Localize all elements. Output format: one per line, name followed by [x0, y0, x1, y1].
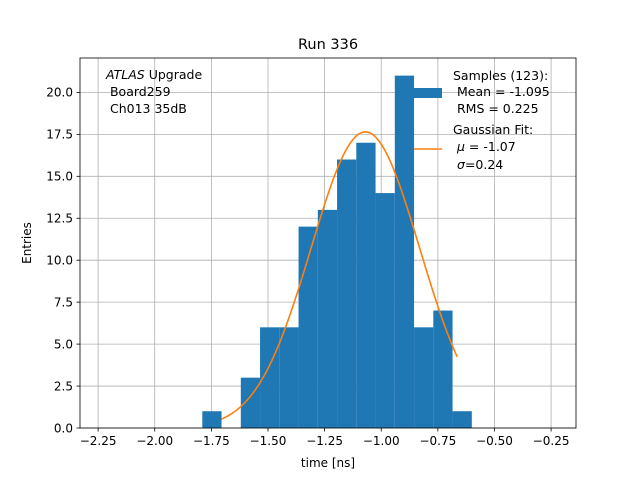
x-tick-label-8: −0.25: [533, 434, 570, 448]
legend-sigma-value: =0.24: [465, 157, 503, 172]
x-tick-label-5: −1.00: [363, 434, 400, 448]
legend-mu-symbol: μ: [456, 139, 465, 154]
histogram-bar-5: [298, 226, 318, 428]
y-tick-label-2: 5.0: [54, 337, 73, 351]
y-axis-ticks: 0.0 2.5 5.0 7.5 10.0 12.5 15.0 17.5 20.0: [46, 86, 80, 435]
y-tick-label-0: 0.0: [54, 421, 73, 435]
annotation-line-2: Board259: [106, 84, 171, 99]
x-tick-label-0: −2.25: [80, 434, 117, 448]
x-tick-label-6: −0.75: [419, 434, 456, 448]
annotation-box: ATLAS Upgrade Board259 Ch013 35dB: [105, 67, 202, 116]
legend-fit-title: Gaussian Fit:: [453, 122, 533, 137]
x-axis-label: time [ns]: [301, 456, 355, 470]
annotation-line-3: Ch013 35dB: [106, 101, 187, 116]
annotation-upgrade: Upgrade: [145, 67, 203, 82]
fit-curve: [221, 131, 458, 420]
x-tick-label-4: −1.25: [306, 434, 343, 448]
legend-sigma-symbol: σ: [457, 157, 466, 172]
x-tick-label-1: −2.00: [136, 434, 173, 448]
y-tick-label-5: 12.5: [46, 212, 73, 226]
y-tick-label-7: 17.5: [46, 128, 73, 142]
gaussian-fit: [221, 131, 458, 420]
y-tick-label-4: 10.0: [46, 253, 73, 267]
histogram-bar-12: [433, 310, 453, 428]
annotation-line-1: ATLAS Upgrade: [105, 67, 202, 82]
plot-frame: [79, 57, 577, 429]
y-tick-label-6: 15.0: [46, 170, 73, 184]
histogram-bar-9: [375, 193, 395, 428]
histogram-bar-4: [279, 327, 299, 428]
histogram-bar-7: [337, 159, 357, 428]
x-tick-label-2: −1.75: [193, 434, 230, 448]
legend-histogram-patch: [414, 88, 442, 98]
legend-fit-sigma: σ=0.24: [457, 157, 503, 172]
histogram-bar-3: [260, 327, 280, 428]
y-tick-label-3: 7.5: [54, 295, 73, 309]
chart-title: Run 336: [298, 37, 358, 53]
x-tick-label-7: −0.50: [476, 434, 513, 448]
histogram-bars: [202, 75, 472, 428]
legend: Samples (123): Mean = -1.095 RMS = 0.225…: [414, 68, 550, 172]
x-tick-label-3: −1.50: [250, 434, 287, 448]
histogram-bar-10: [394, 75, 415, 428]
histogram-bar-0: [202, 411, 222, 428]
legend-samples-mean: Mean = -1.095: [453, 84, 550, 99]
x-axis-ticks: −2.25 −2.00 −1.75 −1.50 −1.25 −1.00 −0.75 −0.50…: [80, 428, 570, 448]
legend-fit-mu: μ = -1.07: [456, 139, 516, 154]
y-tick-label-1: 2.5: [54, 379, 73, 393]
histogram-bar-8: [356, 142, 376, 428]
histogram-bar-11: [414, 327, 434, 428]
legend-samples-title: Samples (123):: [453, 68, 548, 83]
legend-samples-rms: RMS = 0.225: [453, 101, 539, 116]
y-tick-label-8: 20.0: [46, 86, 73, 100]
histogram-bar-6: [317, 209, 338, 428]
y-axis-label: Entries: [20, 222, 34, 264]
histogram-bar-13: [452, 411, 472, 428]
annotation-atlas: ATLAS: [105, 67, 145, 82]
legend-mu-value: = -1.07: [465, 139, 516, 154]
